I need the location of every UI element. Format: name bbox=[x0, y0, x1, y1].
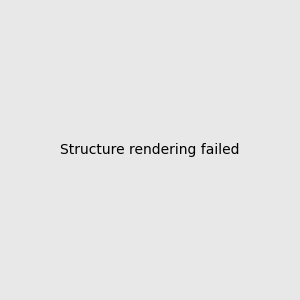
Text: Structure rendering failed: Structure rendering failed bbox=[60, 143, 240, 157]
